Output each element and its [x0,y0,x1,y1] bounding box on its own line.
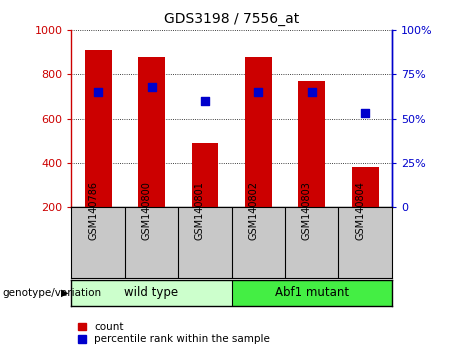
Bar [85,50,112,207]
Text: wild type: wild type [124,286,178,299]
Text: Abf1 mutant: Abf1 mutant [275,286,349,299]
Bar [192,143,219,207]
Text: GSM140786: GSM140786 [88,181,98,240]
Bar [231,280,392,306]
Point [308,89,315,95]
Point [201,98,209,104]
Text: GSM140801: GSM140801 [195,181,205,240]
Point [95,89,102,95]
Text: GSM140800: GSM140800 [142,181,152,240]
Text: GSM140802: GSM140802 [248,181,258,240]
Legend: count, percentile rank within the sample: count, percentile rank within the sample [77,321,271,345]
Bar [138,57,165,207]
Text: GSM140803: GSM140803 [302,181,312,240]
Bar [298,81,325,207]
Point [361,110,369,116]
Point [148,84,155,90]
Text: GSM140804: GSM140804 [355,181,365,240]
Point [254,89,262,95]
Text: genotype/variation: genotype/variation [2,288,101,298]
Bar [245,57,272,207]
Bar [352,167,378,207]
Title: GDS3198 / 7556_at: GDS3198 / 7556_at [164,12,299,26]
Text: ▶: ▶ [61,288,68,298]
